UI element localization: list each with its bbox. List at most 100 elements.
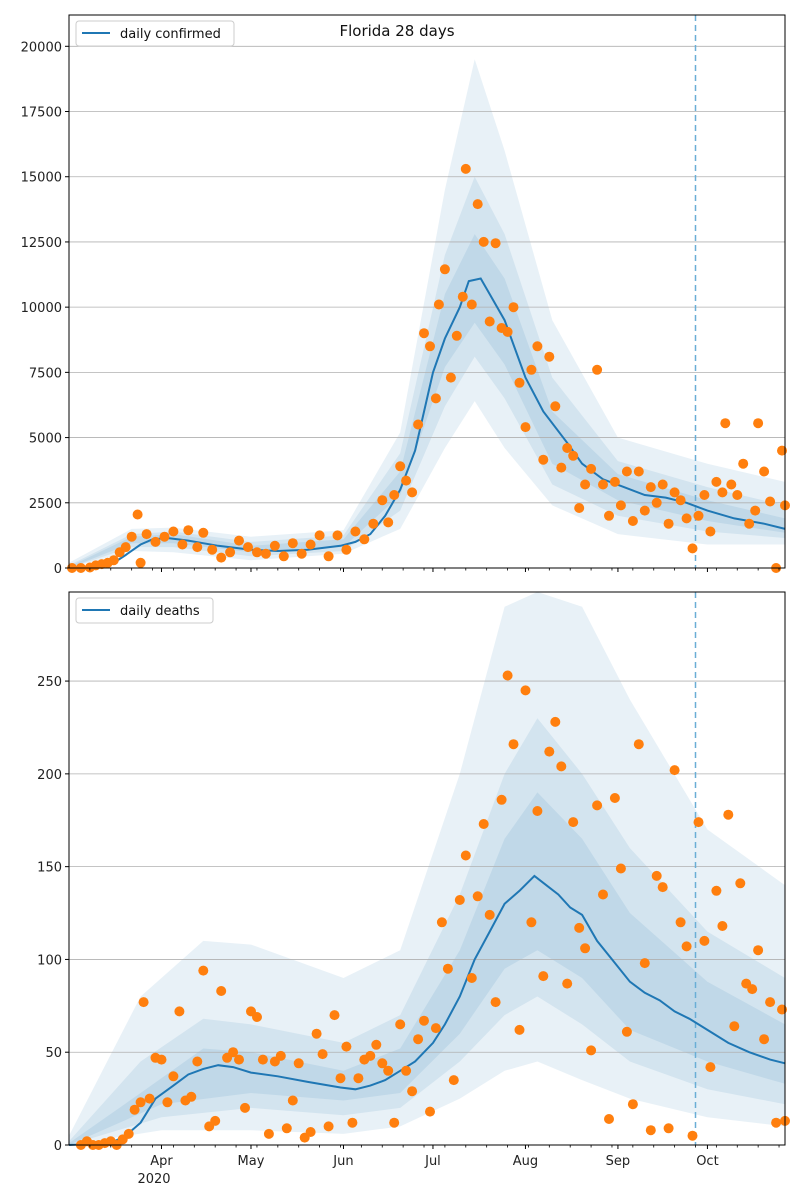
- data-point: [383, 517, 394, 528]
- data-point: [466, 299, 477, 310]
- data-point: [645, 1125, 656, 1136]
- data-point: [693, 817, 704, 828]
- data-point: [332, 530, 343, 541]
- deaths-uncertainty-bands: [69, 592, 785, 1145]
- data-point: [359, 534, 370, 545]
- data-point: [723, 809, 734, 820]
- data-point: [168, 526, 179, 537]
- data-point: [401, 475, 412, 486]
- data-point: [604, 510, 614, 521]
- deaths-legend: daily deaths: [75, 597, 214, 624]
- data-point: [436, 917, 447, 928]
- data-point: [317, 1049, 328, 1060]
- data-point: [407, 1086, 418, 1097]
- data-point: [651, 497, 662, 508]
- y-tick-label: 2500: [29, 497, 62, 512]
- data-point: [419, 1015, 429, 1026]
- data-point: [580, 943, 591, 954]
- y-tick-label: 0: [54, 1139, 62, 1154]
- data-point: [657, 882, 668, 893]
- data-point: [738, 458, 749, 469]
- data-point: [198, 527, 209, 538]
- data-point: [207, 544, 218, 555]
- y-tick-label: 250: [37, 675, 62, 690]
- data-point: [526, 364, 537, 375]
- x-tick-label: Apr: [150, 1154, 173, 1169]
- data-point: [720, 418, 731, 429]
- data-point: [243, 542, 253, 553]
- data-point: [651, 870, 662, 881]
- data-point: [544, 746, 555, 757]
- data-point: [532, 341, 543, 352]
- data-point: [413, 1034, 424, 1045]
- data-point: [687, 543, 698, 554]
- data-point: [598, 479, 608, 490]
- data-point: [192, 1056, 203, 1067]
- deaths-trend-line: [68, 874, 786, 1146]
- data-point: [663, 518, 674, 529]
- data-point: [311, 1028, 322, 1039]
- data-point: [252, 547, 262, 558]
- uncertainty-band-1: [69, 718, 785, 1145]
- y-tick-label: 0: [54, 562, 62, 577]
- data-point: [168, 1071, 179, 1082]
- data-point: [580, 479, 591, 490]
- data-point: [574, 922, 585, 933]
- legend-label-daily-deaths: daily deaths: [120, 604, 200, 619]
- x-tick-label: Sep: [606, 1154, 631, 1169]
- data-point: [526, 917, 537, 928]
- y-tick-label: 20000: [21, 40, 62, 55]
- data-point: [496, 794, 507, 805]
- data-point: [448, 1075, 459, 1086]
- data-point: [439, 264, 450, 275]
- data-point: [341, 1041, 352, 1052]
- data-point: [141, 529, 152, 540]
- data-point: [135, 1097, 146, 1108]
- data-point: [520, 422, 531, 433]
- confirmed-trend-line: [68, 277, 786, 569]
- data-point: [484, 316, 495, 327]
- data-point: [478, 819, 489, 829]
- legend-box: [75, 20, 235, 47]
- data-point: [657, 479, 668, 490]
- y-tick-label: 15000: [21, 171, 62, 186]
- data-point: [120, 542, 131, 553]
- data-point: [615, 500, 626, 511]
- data-point: [705, 1062, 716, 1073]
- data-point: [520, 685, 531, 696]
- deaths-gridlines: [69, 680, 785, 1146]
- data-point: [353, 1073, 364, 1084]
- data-point: [639, 505, 650, 516]
- data-point: [252, 1012, 262, 1022]
- data-point: [550, 716, 561, 727]
- data-point: [753, 945, 764, 956]
- data-point: [389, 1117, 400, 1128]
- data-point: [726, 479, 737, 490]
- data-point: [675, 917, 686, 928]
- data-point: [604, 1114, 614, 1124]
- data-point: [502, 670, 513, 681]
- data-point: [705, 526, 716, 537]
- data-point: [568, 817, 579, 828]
- data-point: [371, 1039, 382, 1050]
- data-point: [681, 513, 692, 524]
- data-point: [457, 291, 468, 302]
- confirmed-x-axis-ticks: [89, 568, 780, 572]
- data-point: [257, 1054, 268, 1065]
- data-point: [633, 466, 644, 477]
- data-point: [365, 1050, 376, 1061]
- data-point: [425, 341, 435, 352]
- data-point: [609, 793, 620, 803]
- data-point: [329, 1010, 340, 1021]
- data-point: [621, 466, 632, 477]
- data-point: [305, 1127, 316, 1137]
- data-point: [735, 878, 746, 889]
- data-point: [413, 419, 424, 430]
- data-point: [162, 1097, 173, 1108]
- data-point: [323, 551, 334, 562]
- data-point: [460, 850, 471, 861]
- x-tick-label: Jun: [332, 1154, 353, 1169]
- y-tick-label: 50: [45, 1046, 62, 1061]
- data-point: [126, 531, 137, 542]
- data-point: [150, 536, 161, 547]
